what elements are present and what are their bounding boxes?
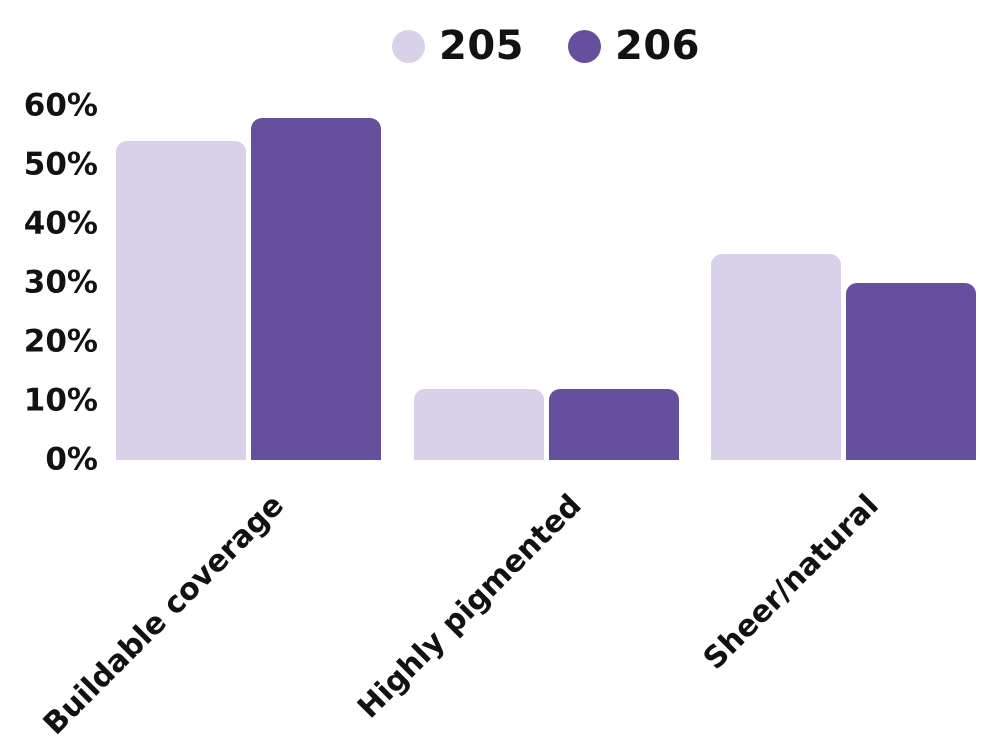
chart-legend: 205 206 xyxy=(116,26,976,66)
legend-item-206: 206 xyxy=(568,26,700,66)
legend-item-205: 205 xyxy=(392,26,524,66)
y-tick-label-0: 0% xyxy=(45,441,98,478)
bar-206-sheer-natural xyxy=(846,283,976,460)
legend-label: 206 xyxy=(615,23,700,69)
y-tick-label-10: 10% xyxy=(23,382,98,419)
x-category-label-highly-pigmented: Highly pigmented xyxy=(351,487,589,726)
bar-206-buildable-coverage xyxy=(251,117,381,460)
bar-205-buildable-coverage xyxy=(116,141,246,460)
x-category-label-buildable-coverage: Buildable coverage xyxy=(37,487,292,742)
bar-206-highly-pigmented xyxy=(548,389,679,460)
y-tick-label-40: 40% xyxy=(23,205,98,242)
y-tick-label-30: 30% xyxy=(23,264,98,301)
y-tick-label-50: 50% xyxy=(23,146,98,183)
bar-205-sheer-natural xyxy=(711,253,841,460)
y-tick-label-60: 60% xyxy=(23,87,98,124)
y-tick-label-20: 20% xyxy=(23,323,98,360)
bar-205-highly-pigmented xyxy=(413,389,544,460)
x-category-label-sheer-natural: Sheer/natural xyxy=(697,487,887,677)
legend-swatch-circle-icon xyxy=(392,29,425,63)
legend-label: 205 xyxy=(439,23,524,69)
plot-area xyxy=(116,106,976,460)
legend-swatch-circle-icon xyxy=(568,29,601,63)
